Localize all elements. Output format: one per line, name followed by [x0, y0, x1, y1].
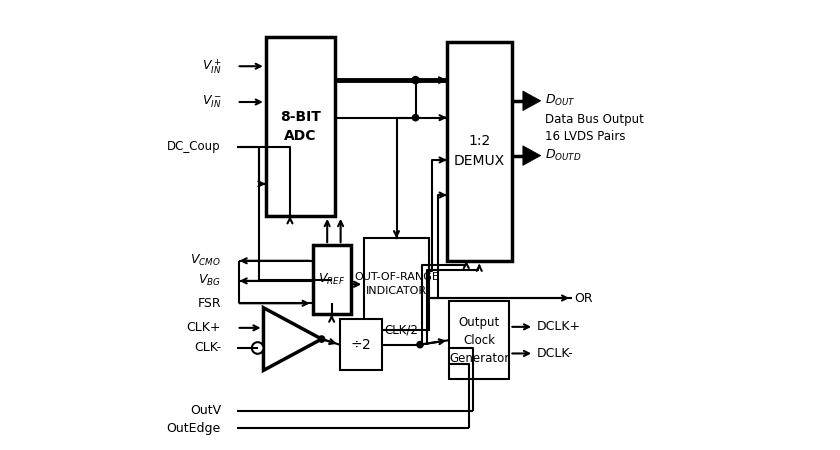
- Text: 8-BIT
ADC: 8-BIT ADC: [280, 110, 321, 144]
- Text: Output
Clock
Generator: Output Clock Generator: [449, 315, 509, 365]
- FancyBboxPatch shape: [364, 238, 429, 330]
- Text: FSR: FSR: [197, 297, 221, 310]
- Text: $V_{IN}^+$: $V_{IN}^+$: [202, 57, 221, 76]
- FancyBboxPatch shape: [449, 301, 509, 379]
- Text: DCLK+: DCLK+: [536, 320, 580, 333]
- Text: CLK/2: CLK/2: [384, 324, 418, 337]
- FancyBboxPatch shape: [339, 319, 382, 370]
- Text: DC_Coup: DC_Coup: [167, 140, 221, 153]
- Circle shape: [412, 76, 419, 84]
- Text: Data Bus Output
16 LVDS Pairs: Data Bus Output 16 LVDS Pairs: [545, 113, 644, 143]
- Text: OR: OR: [575, 292, 593, 305]
- Polygon shape: [522, 91, 541, 111]
- Polygon shape: [264, 308, 322, 370]
- Circle shape: [318, 336, 325, 342]
- Circle shape: [412, 115, 418, 121]
- Polygon shape: [522, 146, 541, 166]
- FancyBboxPatch shape: [312, 245, 350, 315]
- Text: $V_{IN}^-$: $V_{IN}^-$: [202, 94, 221, 110]
- Text: $D_{OUTD}$: $D_{OUTD}$: [545, 148, 582, 163]
- Text: OUT-OF-RANGE
INDICATOR: OUT-OF-RANGE INDICATOR: [354, 272, 439, 296]
- Text: OutEdge: OutEdge: [166, 422, 221, 435]
- Text: CLK-: CLK-: [194, 342, 221, 355]
- FancyBboxPatch shape: [265, 37, 335, 216]
- Text: $D_{OUT}$: $D_{OUT}$: [545, 93, 576, 108]
- Circle shape: [417, 342, 423, 348]
- FancyBboxPatch shape: [447, 42, 512, 261]
- Text: $V_{CMO}$: $V_{CMO}$: [190, 253, 221, 268]
- Text: $\div 2$: $\div 2$: [350, 338, 371, 351]
- Text: OutV: OutV: [190, 404, 221, 417]
- Circle shape: [252, 342, 264, 354]
- Text: CLK+: CLK+: [186, 321, 221, 334]
- Text: $V_{BG}$: $V_{BG}$: [198, 273, 221, 288]
- Text: $V_{REF}$: $V_{REF}$: [318, 272, 345, 288]
- Text: DCLK-: DCLK-: [536, 347, 573, 360]
- Text: 1:2
DEMUX: 1:2 DEMUX: [454, 135, 505, 168]
